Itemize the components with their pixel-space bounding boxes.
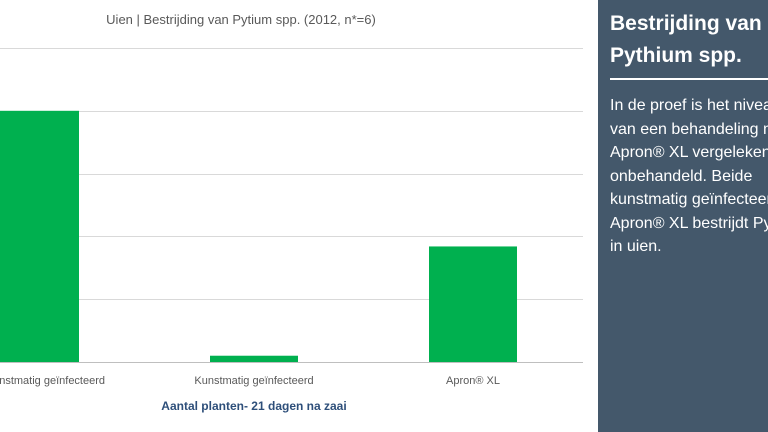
panel-title-line: Pythium spp. [610,44,742,67]
category-label: Kunstmatig geïnfecteerd [194,375,313,387]
bars [0,110,517,362]
x-axis-title: Aantal planten- 21 dagen na zaai [161,399,346,413]
panel-body-line: In de proef is het niveau [610,97,768,114]
category-labels: Niet kunstmatig geïnfecteerd Kunstmatig g… [0,375,500,387]
side-panel: Bestrijding van Pythium spp. In de proef… [598,0,768,432]
bar [0,110,79,362]
panel-title-line: Bestrijding van [610,12,762,35]
chart-area: Uien | Bestrijding van Pytium spp. (2012… [0,12,583,413]
panel-body-line: kunstmatig geïnfecteerd. [610,191,768,208]
gridlines [0,48,583,363]
panel-divider [610,78,768,80]
panel-body-text: In de proef is het niveau van een behand… [610,94,768,259]
panel-body-line: in uien. [610,238,662,255]
panel-body-line: Apron® XL bestrijdt Pythium [610,214,768,232]
bar-chart: Uien | Bestrijding van Pytium spp. (2012… [0,12,583,413]
panel-body-line: Apron® XL vergeleken met [610,144,768,161]
category-label: Apron® XL [446,375,500,387]
panel-title: Bestrijding van Pythium spp. [610,8,768,72]
bar [210,355,298,362]
panel-body-line: van een behandeling met [610,120,768,138]
panel-body-line: onbehandeld. Beide [610,167,753,185]
chart-title: Uien | Bestrijding van Pytium spp. (2012… [106,12,376,27]
category-label: Niet kunstmatig geïnfecteerd [0,375,105,387]
bar [429,246,517,362]
